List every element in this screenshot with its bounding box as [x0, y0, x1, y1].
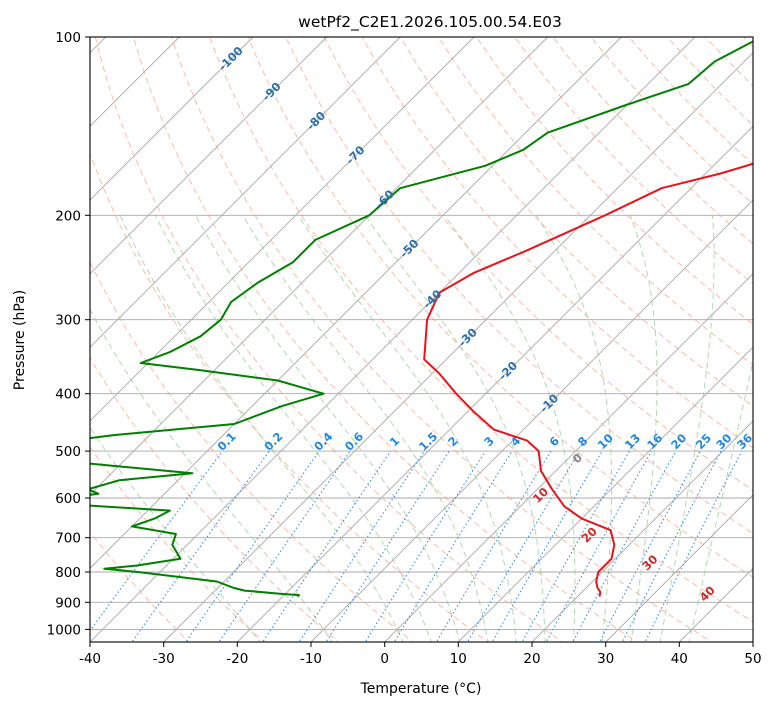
isotherm-line — [90, 37, 401, 348]
mixing-ratio-line — [466, 450, 580, 642]
y-tick-label: 300 — [55, 313, 81, 329]
moist-adiabat-line — [535, 215, 613, 642]
dry-adiabat-line — [285, 37, 753, 535]
isotherm-line — [90, 37, 549, 496]
chart-title: wetPf2_C2E1.2026.105.00.54.E03 — [298, 13, 562, 32]
moist-adiabat-line — [364, 215, 546, 642]
moist-adiabat-line — [659, 215, 715, 642]
dry-adiabat-line — [399, 37, 753, 407]
isotherm-line — [531, 420, 753, 642]
y-tick-label: 700 — [55, 531, 81, 547]
x-tick-label: 40 — [671, 651, 688, 667]
x-tick-label: 0 — [380, 651, 389, 667]
dry-adiabat-line — [94, 37, 564, 642]
mixing-ratio-line — [298, 450, 425, 642]
mixing-ratio-line — [325, 450, 450, 642]
dry-adiabat-line — [323, 37, 753, 491]
mixing-ratio-line — [393, 450, 513, 642]
mixing-ratio-line — [218, 450, 351, 642]
mixing-ratio-line — [131, 450, 270, 642]
isotherm-line — [384, 273, 753, 642]
moist-adiabat-line — [90, 308, 333, 642]
isotherm-line — [90, 37, 475, 422]
y-tick-label: 100 — [55, 30, 81, 46]
dewpoint-profile-line — [90, 40, 753, 598]
mixing-ratio-line — [599, 450, 701, 642]
isotherm-line — [90, 37, 254, 201]
moist-adiabat-line — [195, 215, 461, 642]
x-tick-label: 20 — [523, 651, 540, 667]
y-tick-label: 1000 — [47, 622, 81, 638]
dry-adiabat-line — [476, 37, 753, 325]
dry-adiabat-line — [90, 356, 339, 642]
dry-adiabat-line — [437, 37, 753, 366]
y-tick-label: 800 — [55, 565, 81, 581]
y-tick-label: 400 — [55, 387, 81, 403]
x-tick-label: -10 — [300, 651, 322, 667]
y-tick-label: 500 — [55, 444, 81, 460]
dry-adiabat-line — [247, 37, 753, 578]
data-layer — [90, 40, 753, 598]
mixing-ratio-line — [262, 450, 392, 642]
dry-adiabat-line — [132, 37, 638, 642]
y-tick-label: 200 — [55, 208, 81, 224]
mixing-ratio-line — [572, 450, 677, 642]
dry-adiabat-line — [90, 152, 489, 642]
mixing-ratio-line — [364, 450, 486, 642]
mixing-ratio-line — [621, 450, 722, 642]
mixing-ratio-line — [90, 450, 223, 632]
x-axis-label: Temperature (°C) — [360, 681, 482, 697]
moist-adiabat-line — [154, 215, 432, 642]
isotherm-line — [310, 199, 753, 642]
x-tick-label: 30 — [597, 651, 614, 667]
y-axis-label: Pressure (hPa) — [12, 290, 28, 390]
y-axis: 100 200 300 400 500 600 700 800 900 1000 — [47, 30, 90, 638]
mixing-ratio-label: 36 — [734, 431, 755, 452]
moist-adiabat-line — [119, 215, 404, 642]
x-tick-label: -40 — [79, 651, 101, 667]
dry-adiabat-line — [90, 260, 414, 642]
grid-layer — [90, 37, 753, 642]
isotherm-line — [90, 37, 328, 275]
x-tick-label: -30 — [153, 651, 175, 667]
mixing-ratio-line — [185, 450, 320, 642]
dry-adiabat-line — [514, 37, 753, 285]
isotherm-line — [236, 125, 753, 642]
isotherm-line — [163, 52, 753, 642]
moist-adiabat-line — [90, 426, 261, 642]
isotherm-line — [457, 346, 753, 642]
x-tick-label: 50 — [744, 651, 761, 667]
temperature-profile-line — [423, 162, 753, 597]
dry-adiabat-line — [361, 37, 753, 449]
x-tick-label: 10 — [450, 651, 467, 667]
plot-frame — [89, 36, 754, 643]
isotherm-line — [90, 37, 622, 569]
moist-adiabat-line — [444, 215, 576, 642]
x-tick-label: -20 — [226, 651, 248, 667]
y-tick-label: 600 — [55, 491, 81, 507]
dry-adiabat-line — [171, 37, 713, 642]
isotherm-line — [90, 37, 696, 642]
y-tick-label: 900 — [55, 595, 81, 611]
isotherm-line — [605, 494, 753, 642]
x-axis: -40 -30 -20 -10 0 10 20 30 40 50 — [79, 642, 762, 667]
dry-adiabat-line — [90, 446, 265, 642]
dry-adiabat-line — [209, 37, 753, 623]
moist-adiabat-line — [242, 215, 489, 642]
moist-adiabat-line — [629, 215, 658, 642]
